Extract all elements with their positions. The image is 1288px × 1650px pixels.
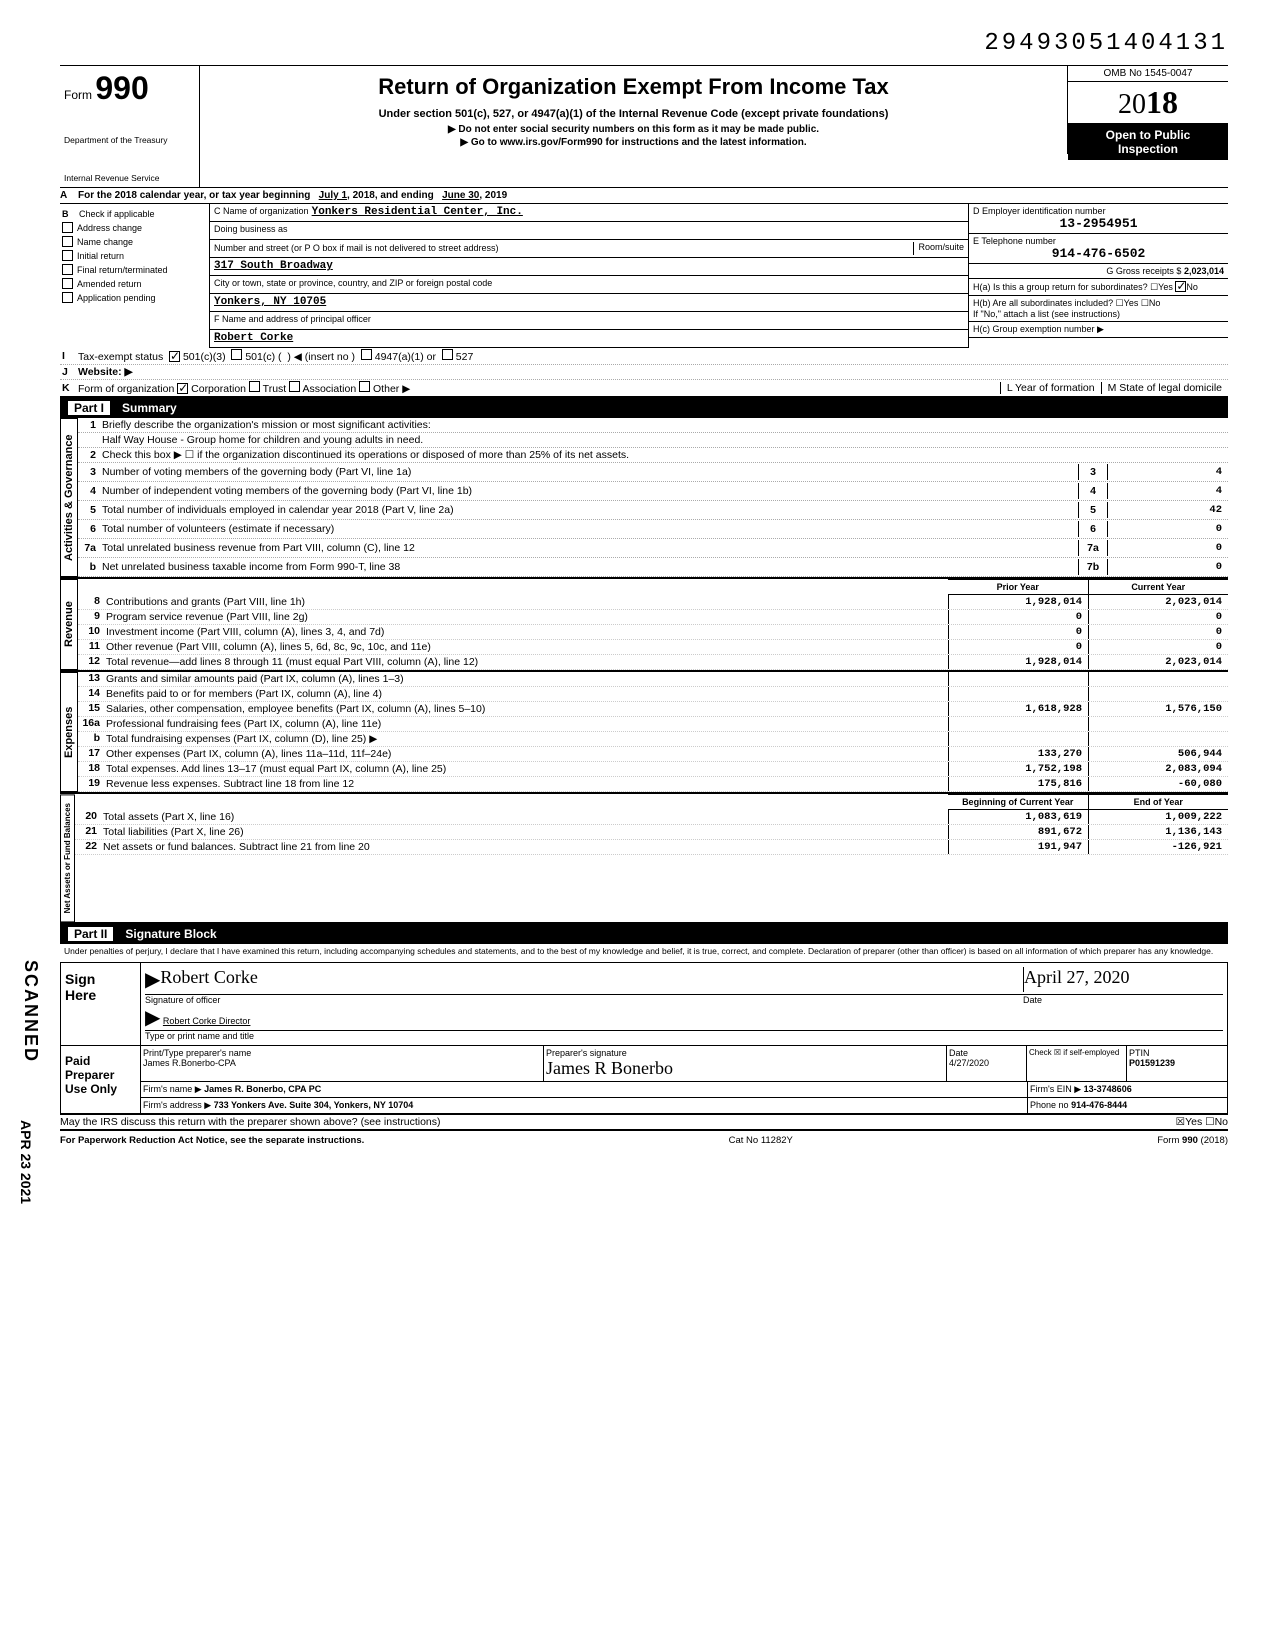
discuss-row: May the IRS discuss this return with the… xyxy=(60,1115,1228,1131)
signature-block: Sign Here ▶ Robert Corke April 27, 2020 … xyxy=(60,962,1228,1115)
gov-line: Half Way House - Group home for children… xyxy=(78,433,1228,448)
form-header: Form 990 Department of the Treasury Inte… xyxy=(60,65,1228,188)
row-j-website: JWebsite: ▶ xyxy=(60,365,1228,380)
row-k-formation: K Form of organization Corporation Trust… xyxy=(60,380,1228,398)
tab-revenue: Revenue xyxy=(60,579,78,670)
paid-preparer-label: Paid Preparer Use Only xyxy=(61,1046,141,1113)
col-c-org-info: C Name of organization Yonkers Residenti… xyxy=(210,204,968,348)
row-i-status: I Tax-exempt status 501(c)(3) 501(c) ( )… xyxy=(60,348,1228,365)
firm-name: James R. Bonerbo, CPA PC xyxy=(204,1084,321,1094)
chk-501c3[interactable] xyxy=(169,351,180,362)
document-number: 29493051404131 xyxy=(60,30,1228,57)
chk-initial-return[interactable] xyxy=(62,250,73,261)
instr-ssn: ▶ Do not enter social security numbers o… xyxy=(208,124,1059,135)
hdr-prior-year: Prior Year xyxy=(948,580,1088,594)
chk-address-change[interactable] xyxy=(62,222,73,233)
officer-signature[interactable]: Robert Corke xyxy=(160,967,1023,992)
prep-date: 4/27/2020 xyxy=(949,1058,989,1068)
data-line: 17Other expenses (Part IX, column (A), l… xyxy=(78,747,1228,762)
sign-here-label: Sign Here xyxy=(61,963,141,1045)
gov-line: 1Briefly describe the organization's mis… xyxy=(78,418,1228,433)
part-1-header: Part ISummary xyxy=(60,398,1228,418)
chk-final-return[interactable] xyxy=(62,264,73,275)
col-d-identifiers: D Employer identification number13-29549… xyxy=(968,204,1228,348)
chk-name-change[interactable] xyxy=(62,236,73,247)
date-stamp: APR 23 2021 xyxy=(18,1120,34,1204)
form-number: Form 990 xyxy=(64,70,195,107)
preparer-signature[interactable]: James R Bonerbo xyxy=(546,1058,673,1078)
data-line: bTotal fundraising expenses (Part IX, co… xyxy=(78,732,1228,747)
page-footer: For Paperwork Reduction Act Notice, see … xyxy=(60,1131,1228,1146)
self-employed-check: Check ☒ if self-employed xyxy=(1027,1046,1127,1081)
data-line: 20Total assets (Part X, line 16)1,083,61… xyxy=(75,810,1228,825)
gross-receipts: 2,023,014 xyxy=(1184,266,1224,276)
hdr-end: End of Year xyxy=(1088,795,1229,809)
org-name: Yonkers Residential Center, Inc. xyxy=(312,206,523,219)
data-line: 12Total revenue—add lines 8 through 11 (… xyxy=(78,655,1228,670)
gov-line: 6Total number of volunteers (estimate if… xyxy=(78,520,1228,539)
firm-address: 733 Yonkers Ave. Suite 304, Yonkers, NY … xyxy=(214,1100,414,1110)
chk-corporation[interactable] xyxy=(177,383,188,394)
form-subtitle: Under section 501(c), 527, or 4947(a)(1)… xyxy=(208,108,1059,120)
col-b-checkboxes: B Check if applicable Address change Nam… xyxy=(60,204,210,348)
part-2-header: Part IISignature Block xyxy=(60,924,1228,944)
row-a-tax-year: A For the 2018 calendar year, or tax yea… xyxy=(60,188,1228,204)
omb-number: OMB No 1545-0047 xyxy=(1068,66,1228,82)
data-line: 16aProfessional fundraising fees (Part I… xyxy=(78,717,1228,732)
hdr-current-year: Current Year xyxy=(1088,580,1229,594)
tab-governance: Activities & Governance xyxy=(60,418,78,577)
perjury-statement: Under penalties of perjury, I declare th… xyxy=(60,944,1228,958)
data-line: 22Net assets or fund balances. Subtract … xyxy=(75,840,1228,855)
gov-line: 4Number of independent voting members of… xyxy=(78,482,1228,501)
data-line: 15Salaries, other compensation, employee… xyxy=(78,702,1228,717)
gov-line: 7aTotal unrelated business revenue from … xyxy=(78,539,1228,558)
preparer-name: James R.Bonerbo-CPA xyxy=(143,1058,236,1068)
officer-name: Robert Corke xyxy=(214,332,293,345)
hdr-beginning: Beginning of Current Year xyxy=(948,795,1088,809)
officer-name-title: Robert Corke Director xyxy=(163,1016,251,1026)
irs-label: Internal Revenue Service xyxy=(64,173,195,183)
tab-expenses: Expenses xyxy=(60,672,78,792)
sign-date: April 27, 2020 xyxy=(1023,967,1223,992)
org-address: 317 South Broadway xyxy=(214,260,333,273)
firm-ein: 13-3748606 xyxy=(1084,1084,1132,1094)
gov-line: 5Total number of individuals employed in… xyxy=(78,501,1228,520)
chk-app-pending[interactable] xyxy=(62,292,73,303)
section-net-assets: Net Assets or Fund Balances Beginning of… xyxy=(60,794,1228,924)
data-line: 8Contributions and grants (Part VIII, li… xyxy=(78,595,1228,610)
phone: 914-476-6502 xyxy=(973,246,1224,261)
ein: 13-2954951 xyxy=(973,216,1224,231)
gov-line: 2Check this box ▶ ☐ if the organization … xyxy=(78,448,1228,463)
ptin: P01591239 xyxy=(1129,1058,1175,1068)
open-public: Open to PublicInspection xyxy=(1068,124,1228,160)
tax-year: 2018 xyxy=(1068,82,1228,124)
org-city: Yonkers, NY 10705 xyxy=(214,296,326,309)
section-revenue: Revenue Prior Year Current Year 8Contrib… xyxy=(60,579,1228,672)
data-line: 14Benefits paid to or for members (Part … xyxy=(78,687,1228,702)
instr-web: ▶ Go to www.irs.gov/Form990 for instruct… xyxy=(208,137,1059,148)
data-line: 19Revenue less expenses. Subtract line 1… xyxy=(78,777,1228,792)
data-line: 11Other revenue (Part VIII, column (A), … xyxy=(78,640,1228,655)
header-grid: B Check if applicable Address change Nam… xyxy=(60,204,1228,348)
scanned-stamp: SCANNED xyxy=(20,960,41,1063)
dept-treasury: Department of the Treasury xyxy=(64,135,195,145)
data-line: 13Grants and similar amounts paid (Part … xyxy=(78,672,1228,687)
tab-net-assets: Net Assets or Fund Balances xyxy=(60,794,75,922)
data-line: 18Total expenses. Add lines 13–17 (must … xyxy=(78,762,1228,777)
chk-amended[interactable] xyxy=(62,278,73,289)
gov-line: 3Number of voting members of the governi… xyxy=(78,463,1228,482)
gov-line: bNet unrelated business taxable income f… xyxy=(78,558,1228,577)
section-governance: Activities & Governance 1Briefly describ… xyxy=(60,418,1228,579)
section-expenses: Expenses 13Grants and similar amounts pa… xyxy=(60,672,1228,794)
firm-phone: 914-476-8444 xyxy=(1071,1100,1127,1110)
data-line: 21Total liabilities (Part X, line 26)891… xyxy=(75,825,1228,840)
data-line: 9Program service revenue (Part VIII, lin… xyxy=(78,610,1228,625)
data-line: 10Investment income (Part VIII, column (… xyxy=(78,625,1228,640)
form-title: Return of Organization Exempt From Incom… xyxy=(208,74,1059,100)
